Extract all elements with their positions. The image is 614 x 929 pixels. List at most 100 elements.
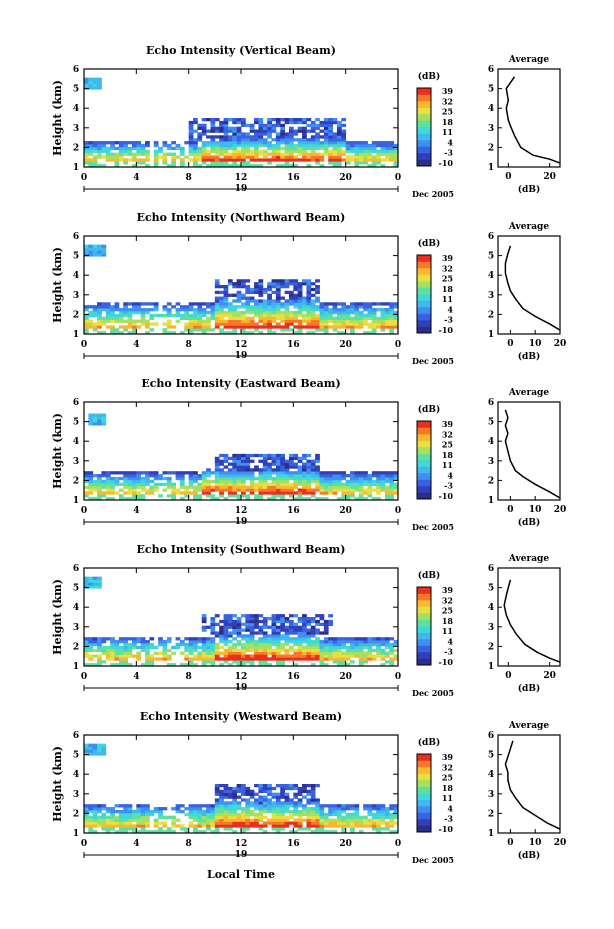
- heatmap-cell: [97, 416, 102, 420]
- y-axis-label: Height (km): [51, 80, 64, 156]
- heatmap-cell: [131, 642, 137, 647]
- heatmap-cell: [393, 143, 399, 148]
- heatmap-cell: [236, 631, 242, 635]
- heatmap-cell: [241, 488, 246, 492]
- heatmap-cell: [258, 824, 264, 828]
- heatmap-cell: [380, 637, 386, 641]
- heatmap-cell: [131, 319, 137, 323]
- heatmap-cell: [267, 821, 272, 825]
- heatmap-cell: [232, 494, 238, 498]
- heatmap-cell: [114, 479, 120, 484]
- heatmap-cell: [280, 660, 286, 664]
- heatmap-cell: [354, 143, 360, 148]
- heatmap-cell: [389, 642, 395, 647]
- heatmap-cell: [275, 784, 281, 788]
- heatmap-cell: [105, 654, 111, 658]
- heatmap-cell: [210, 651, 216, 655]
- heatmap-cell: [363, 313, 368, 318]
- heatmap-cell: [201, 313, 207, 318]
- heatmap-cell: [92, 576, 98, 580]
- heatmap-cell: [319, 120, 325, 125]
- heatmap-cell: [127, 648, 133, 652]
- heatmap-cell: [332, 158, 338, 162]
- heatmap-cell: [262, 456, 268, 461]
- heatmap-cell: [367, 158, 373, 162]
- heatmap-cell: [262, 129, 268, 133]
- heatmap-cell: [267, 143, 272, 148]
- heatmap-cell: [206, 821, 211, 825]
- heatmap-cell: [223, 634, 229, 638]
- heatmap-cell: [288, 328, 294, 332]
- heatmap-cell: [241, 138, 246, 142]
- heatmap-cell: [236, 325, 242, 329]
- heatmap-cell: [288, 129, 294, 133]
- heatmap-cell: [315, 830, 320, 834]
- heatmap-cell: [293, 146, 299, 151]
- heatmap-cell: [267, 316, 272, 320]
- heatmap-cell: [288, 488, 294, 492]
- heatmap-cell: [306, 468, 312, 472]
- colorbar-swatch: [417, 786, 431, 794]
- heatmap-cell: [262, 299, 268, 303]
- heatmap-cell: [288, 654, 294, 658]
- heatmap-cell: [267, 789, 272, 794]
- profile-x-tick-label: 0: [507, 505, 513, 515]
- heatmap-cell: [223, 158, 229, 162]
- colorbar-swatch: [417, 140, 431, 147]
- heatmap-cell: [258, 290, 264, 295]
- heatmap-cell: [88, 746, 94, 750]
- heatmap-cell: [140, 830, 146, 834]
- heatmap-cell: [153, 161, 159, 165]
- heatmap-cell: [315, 812, 320, 817]
- heatmap-cell: [223, 141, 229, 145]
- heatmap-cell: [162, 830, 168, 834]
- heatmap-cell: [101, 743, 107, 747]
- heatmap-cell: [271, 138, 277, 142]
- heatmap-cell: [97, 645, 102, 650]
- heatmap-cell: [236, 468, 242, 472]
- heatmap-cell: [262, 657, 268, 661]
- heatmap-cell: [280, 642, 286, 647]
- heatmap-cell: [315, 123, 320, 128]
- heatmap-cell: [306, 146, 312, 151]
- heatmap-cell: [262, 617, 268, 621]
- heatmap-cell: [101, 164, 107, 168]
- heatmap-cell: [275, 152, 281, 156]
- heatmap-cell: [271, 617, 277, 621]
- heatmap-cell: [376, 807, 381, 811]
- heatmap-cell: [389, 474, 395, 478]
- heatmap-cell: [223, 792, 229, 796]
- heatmap-cell: [236, 152, 242, 156]
- heatmap-cell: [358, 818, 364, 822]
- heatmap-cell: [271, 619, 277, 624]
- colorbar-unit: (dB): [418, 404, 440, 415]
- heatmap-cell: [219, 651, 224, 655]
- heatmap-cell: [84, 642, 89, 647]
- heatmap-cell: [101, 305, 107, 309]
- heatmap-cell: [105, 313, 111, 318]
- heatmap-cell: [88, 422, 94, 426]
- heatmap-cell: [389, 141, 395, 145]
- heatmap-cell: [131, 812, 137, 817]
- heatmap-cell: [258, 637, 264, 641]
- heatmap-cell: [323, 657, 329, 661]
- heatmap-cell: [88, 743, 94, 747]
- heatmap-cell: [193, 118, 198, 122]
- heatmap-cell: [245, 310, 251, 315]
- heatmap-cell: [258, 631, 264, 635]
- heatmap-cell: [123, 660, 129, 664]
- heatmap-cell: [179, 479, 185, 484]
- y-tick-label: 5: [73, 418, 79, 428]
- heatmap-cell: [201, 614, 207, 618]
- heatmap-cell: [245, 138, 251, 142]
- heatmap-cell: [97, 310, 102, 315]
- heatmap-cell: [84, 146, 89, 151]
- heatmap-cell: [293, 462, 299, 466]
- heatmap-cell: [306, 488, 312, 492]
- heatmap-cell: [136, 310, 142, 315]
- heatmap-cell: [193, 155, 198, 159]
- heatmap-cell: [328, 482, 333, 486]
- heatmap-cell: [393, 830, 399, 834]
- heatmap-cell: [145, 824, 150, 828]
